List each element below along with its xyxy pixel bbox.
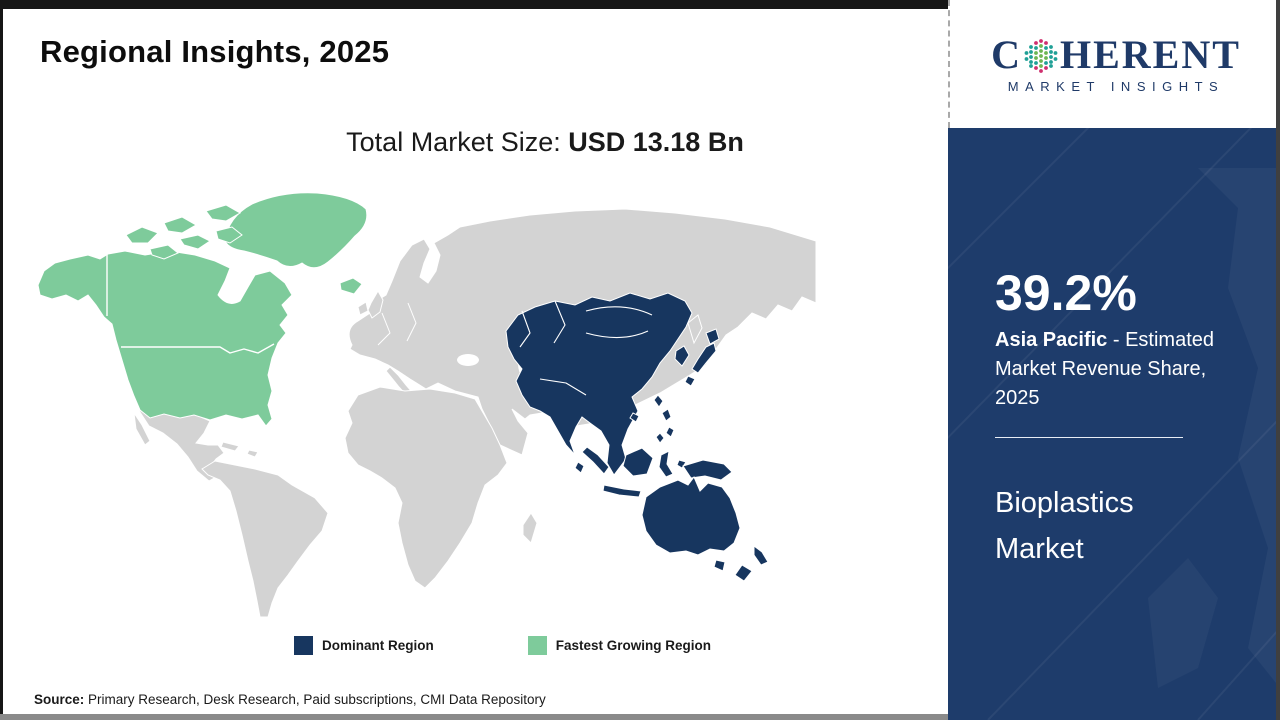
brand-logo: C HERENT MARKET INSIGHTS: [948, 0, 1280, 128]
dominant-region-label: Dominant Region: [322, 638, 434, 653]
brand-logo-tagline: MARKET INSIGHTS: [1007, 78, 1225, 94]
market-name: Bioplastics Market: [995, 487, 1134, 565]
source-label: Source:: [34, 692, 85, 707]
total-market-size-value: USD 13.18 Bn: [568, 127, 744, 157]
frame-left-border: [0, 0, 3, 720]
world-map: [30, 183, 820, 625]
market-share-region: Asia Pacific: [995, 329, 1108, 351]
market-share-description: Asia Pacific - Estimated Market Revenue …: [995, 326, 1240, 413]
dotted-globe-icon: [1024, 38, 1058, 73]
dominant-region-swatch: [294, 636, 313, 655]
fastest-growing-region-label: Fastest Growing Region: [555, 638, 712, 653]
frame-right-border: [1276, 0, 1280, 720]
sidebar-content: 39.2% Asia Pacific - Estimated Market Re…: [948, 128, 1280, 572]
frame-bottom-bar: [0, 714, 948, 720]
brand-logo-wordmark: C HERENT: [991, 31, 1241, 77]
frame-top-bar: [0, 0, 948, 9]
market-share-value: 39.2%: [995, 265, 1137, 321]
fastest-growing-region-swatch: [527, 636, 547, 655]
source-text: Primary Research, Desk Research, Paid su…: [88, 692, 546, 707]
total-market-size-label: Total Market Size:: [346, 127, 561, 157]
source-note: Source: Primary Research, Desk Research,…: [34, 692, 546, 707]
logo-text-end: HERENT: [1059, 31, 1241, 77]
page-title: Regional Insights, 2025: [40, 34, 390, 69]
market-share-caption: - Estimated Market Revenue Share, 2025: [995, 329, 1215, 409]
legend-item-fastest: Fastest Growing Region: [527, 636, 712, 655]
region-north-america: [37, 192, 368, 427]
logo-text-start: C: [991, 31, 1022, 77]
region-asia-pacific: [505, 292, 769, 582]
legend-item-dominant: Dominant Region: [294, 636, 434, 655]
sidebar-divider: [995, 437, 1183, 438]
sidebar-background-pattern: [948, 128, 1280, 720]
total-market-size: Total Market Size: USD 13.18 Bn: [140, 127, 950, 158]
map-legend: Dominant Region Fastest Growing Region: [294, 636, 711, 655]
highlight-sidebar: 39.2% Asia Pacific - Estimated Market Re…: [948, 128, 1280, 720]
